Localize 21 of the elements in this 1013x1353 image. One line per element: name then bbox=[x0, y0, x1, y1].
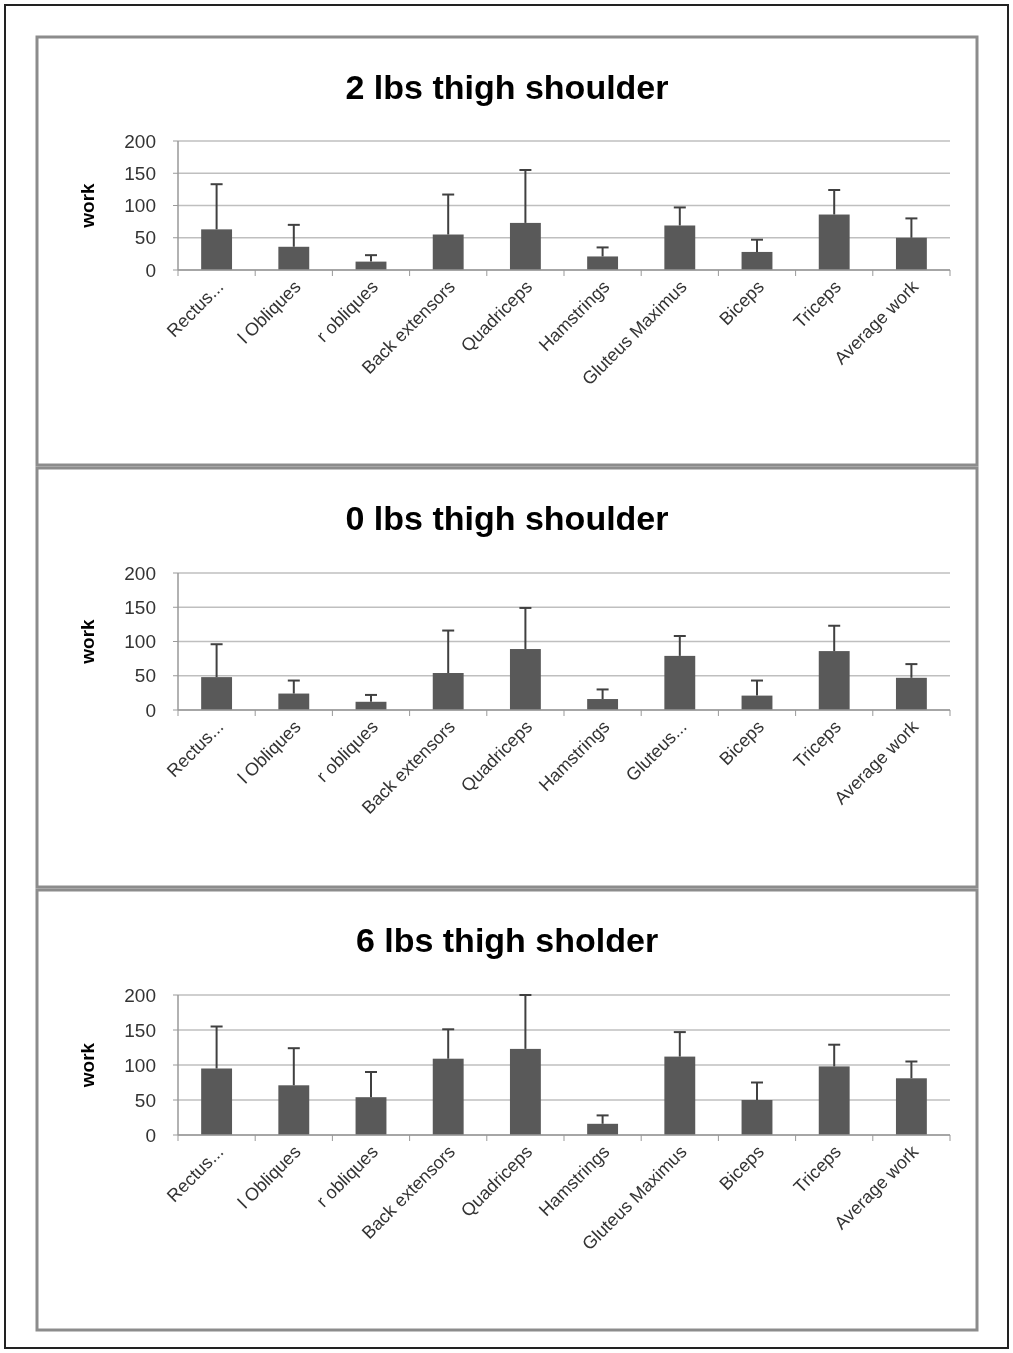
y-axis-title: work bbox=[77, 1042, 98, 1089]
y-tick-label: 50 bbox=[134, 227, 156, 249]
y-tick-label: 0 bbox=[145, 259, 156, 281]
y-tick-label: 0 bbox=[145, 699, 156, 721]
y-tick-label: 150 bbox=[124, 1019, 156, 1041]
y-tick-label: 200 bbox=[124, 130, 156, 152]
chart-title: 6 lbs thigh sholder bbox=[355, 921, 659, 959]
y-tick-label: 150 bbox=[124, 162, 156, 184]
chart-title: 0 lbs thigh shoulder bbox=[345, 499, 669, 537]
y-tick-label: 100 bbox=[124, 195, 156, 217]
y-tick-label: 150 bbox=[124, 596, 156, 618]
y-tick-label: 50 bbox=[134, 1089, 156, 1111]
y-tick-label: 100 bbox=[124, 631, 156, 653]
y-tick-label: 0 bbox=[145, 1124, 156, 1146]
chart-title: 2 lbs thigh shoulder bbox=[345, 68, 669, 106]
y-tick-label: 50 bbox=[134, 665, 156, 687]
y-axis-title: work bbox=[77, 618, 98, 665]
y-axis-title: work bbox=[77, 182, 98, 229]
y-tick-label: 200 bbox=[124, 984, 156, 1006]
y-tick-label: 200 bbox=[124, 562, 156, 584]
y-tick-label: 100 bbox=[124, 1054, 156, 1076]
